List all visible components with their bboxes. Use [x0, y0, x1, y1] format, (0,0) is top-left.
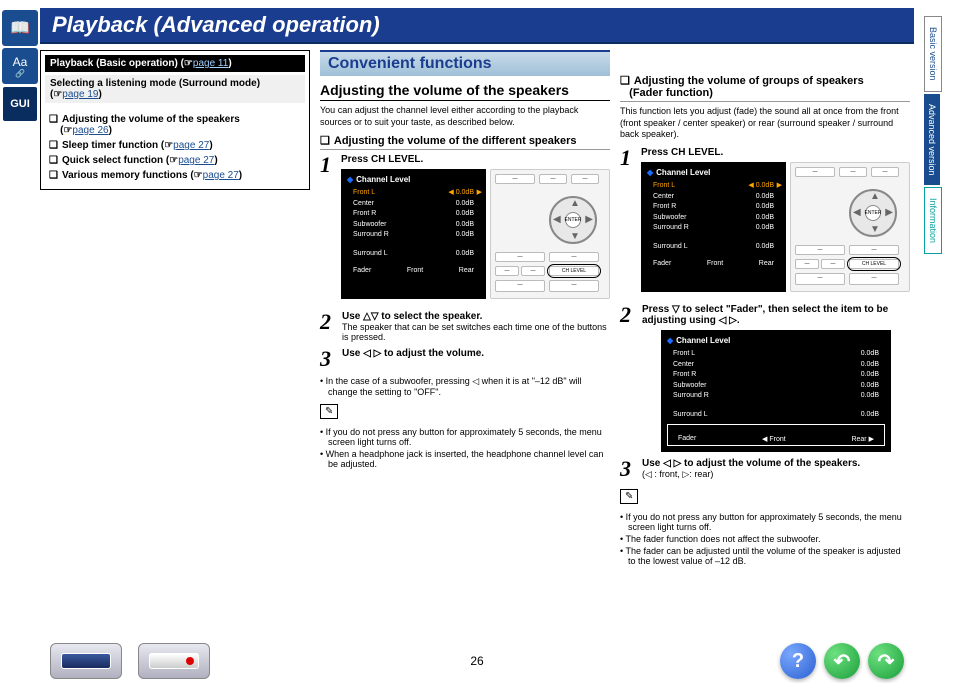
section-head-convenient: Convenient functions [320, 50, 610, 76]
step3-text: Use ◁ ▷ to adjust the volume. [342, 348, 610, 359]
subwoofer-note: In the case of a subwoofer, pressing ◁ w… [320, 376, 610, 397]
toc-sub-quick[interactable]: ❏Quick select function (☞page 27) [49, 155, 301, 166]
step-num-2: 2 [320, 311, 336, 342]
forward-button[interactable]: ↷ [868, 643, 904, 679]
step2-sub: The speaker that can be set switches eac… [342, 322, 610, 342]
notes-col3: If you do not press any button for appro… [620, 512, 910, 566]
right-tabs: Basic version Advanced version Informati… [924, 16, 954, 256]
notes-col2: If you do not press any button for appro… [320, 427, 610, 469]
page-title: Playback (Advanced operation) [52, 12, 902, 38]
link-page-26[interactable]: page 26 [72, 125, 108, 136]
toc-column: Playback (Basic operation) (☞page 11) Se… [40, 50, 310, 570]
column-fader: ❏Adjusting the volume of groups of speak… [620, 50, 910, 570]
h4-fader: ❏Adjusting the volume of groups of speak… [620, 74, 910, 102]
step2-text: Use △▽ to select the speaker. [342, 311, 610, 322]
h3-adjust-volume: Adjusting the volume of the speakers [320, 82, 610, 101]
step-num-3: 3 [320, 348, 336, 370]
help-button[interactable]: ? [780, 643, 816, 679]
aa-icon[interactable]: Aa🔗 [2, 48, 38, 84]
tab-advanced-version[interactable]: Advanced version [924, 94, 940, 186]
column-adjust-volume: Convenient functions Adjusting the volum… [320, 50, 610, 570]
page-content: Playback (Advanced operation) Playback (… [40, 8, 914, 570]
device-icon-receiver[interactable] [138, 643, 210, 679]
channel-level-panel-2: Channel Level Front L0.0dB Center0.0dB F… [641, 162, 786, 292]
step-3-fader: 3 Use ◁ ▷ to adjust the volume of the sp… [620, 458, 910, 480]
pencil-icon-2: ✎ [620, 489, 638, 504]
device-icon-amp[interactable] [50, 643, 122, 679]
left-nav: 📖 Aa🔗 GUI [0, 8, 40, 208]
toc-sub-volume[interactable]: ❏Adjusting the volume of the speakers (☞… [49, 114, 301, 136]
channel-level-panel-1: Channel Level Front L0.0dB Center0.0dB F… [341, 169, 486, 299]
channel-level-panel-3: Channel Level Front L0.0dB Center0.0dB F… [661, 330, 891, 452]
remote-diagram-1: ▲▼ ◀▶ ENTER — — — — — — — — [490, 169, 610, 299]
toc-item-surround-mode[interactable]: Selecting a listening mode (Surround mod… [45, 75, 305, 103]
step-2: 2 Use △▽ to select the speaker. The spea… [320, 311, 610, 342]
step-num-1: 1 [320, 154, 335, 305]
fader-intro: This function lets you adjust (fade) the… [620, 106, 910, 141]
gui-icon[interactable]: GUI [2, 86, 38, 122]
toc-sub-memory[interactable]: ❏Various memory functions (☞page 27) [49, 170, 301, 181]
book-icon[interactable]: 📖 [2, 10, 38, 46]
step-1: 1 Press CH LEVEL. Channel Level Front L0… [320, 154, 610, 305]
remote-diagram-2: ▲▼ ◀▶ ENTER — — — — — — — — [790, 162, 910, 292]
link-page-19[interactable]: page 19 [62, 89, 98, 100]
link-page-27b[interactable]: page 27 [178, 155, 214, 166]
link-page-27c[interactable]: page 27 [203, 170, 239, 181]
step-2-fader: 2 Press ▽ to select "Fader", then select… [620, 304, 910, 452]
step-3: 3 Use ◁ ▷ to adjust the volume. [320, 348, 610, 370]
h4-different-speakers: ❏Adjusting the volume of the different s… [320, 134, 610, 150]
title-bar: Playback (Advanced operation) [40, 8, 914, 44]
tab-basic-version[interactable]: Basic version [924, 16, 942, 92]
step-1-fader: 1 Press CH LEVEL. Channel Level Front L0… [620, 147, 910, 298]
link-page-11[interactable]: page 11 [193, 58, 228, 69]
step1-text: Press CH LEVEL. [341, 154, 610, 165]
back-button[interactable]: ↶ [824, 643, 860, 679]
page-number: 26 [470, 654, 483, 668]
toc-sub-sleep[interactable]: ❏Sleep timer function (☞page 27) [49, 140, 301, 151]
toc-item-playback-basic[interactable]: Playback (Basic operation) (☞page 11) [45, 55, 305, 72]
tab-information[interactable]: Information [924, 187, 942, 254]
link-page-27a[interactable]: page 27 [173, 140, 209, 151]
footer: 26 ? ↶ ↷ [40, 643, 914, 679]
intro-text: You can adjust the channel level either … [320, 105, 610, 128]
pencil-icon: ✎ [320, 404, 338, 419]
